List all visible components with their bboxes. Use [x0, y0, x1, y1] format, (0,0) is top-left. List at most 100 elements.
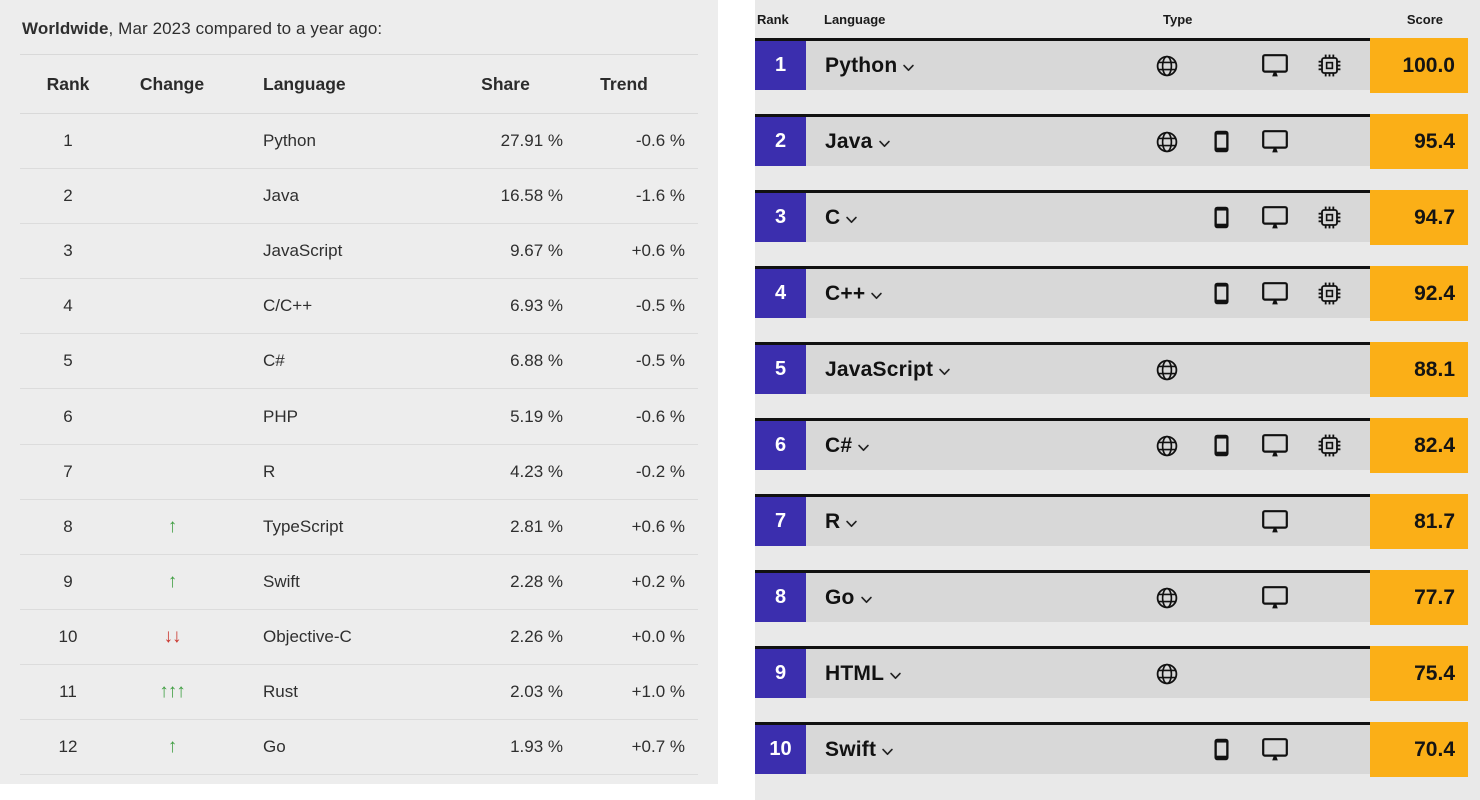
type-icons — [1140, 41, 1356, 90]
table-row: 2 Java 16.58 % -1.6 % — [20, 169, 698, 225]
empty-type-slot — [1194, 497, 1248, 546]
rank-cell: 12 — [58, 737, 78, 757]
row-body: C# — [806, 421, 1468, 470]
language-cell: Go — [263, 737, 286, 757]
ranking-row: 4 C++ 92.4 — [755, 266, 1468, 321]
web-icon — [1140, 117, 1194, 166]
table-row: 6 PHP 5.19 % -0.6 % — [20, 389, 698, 445]
language-cell: Rust — [263, 681, 298, 701]
language-expander[interactable]: Java — [825, 130, 890, 154]
share-cell: 27.91 % — [500, 131, 563, 151]
language-expander[interactable]: Python — [825, 54, 915, 78]
trend-cell: +0.7 % — [631, 737, 685, 757]
row-body: C++ — [806, 269, 1468, 318]
row-body: Go — [806, 573, 1468, 622]
empty-type-slot — [1302, 649, 1356, 698]
mobile-icon — [1194, 725, 1248, 774]
language-expander[interactable]: Go — [825, 586, 872, 610]
web-icon — [1140, 573, 1194, 622]
row-body: Python — [806, 41, 1468, 90]
language-expander[interactable]: JavaScript — [825, 358, 950, 382]
web-icon — [1140, 649, 1194, 698]
language-expander[interactable]: C++ — [825, 282, 883, 306]
share-cell: 4.23 % — [510, 461, 563, 481]
type-icons — [1140, 497, 1356, 546]
share-cell: 9.67 % — [510, 241, 563, 261]
header-rank: Rank — [46, 73, 90, 94]
language-label: R — [825, 509, 841, 533]
score-badge: 75.4 — [1370, 646, 1468, 701]
trend-cell: -0.6 % — [635, 406, 685, 426]
score-badge: 82.4 — [1370, 418, 1468, 473]
trend-cell: +0.6 % — [631, 241, 685, 261]
share-cell: 6.88 % — [510, 351, 563, 371]
share-table-header-row: Rank Change Language Share Trend — [20, 55, 698, 114]
table-row: 12 ↑ Go 1.93 % +0.7 % — [20, 720, 698, 776]
desktop-icon — [1248, 421, 1302, 470]
table-row: 1 Python 27.91 % -0.6 % — [20, 114, 698, 170]
title-caption: , Mar 2023 compared to a year ago: — [108, 19, 383, 38]
chevron-down-icon — [846, 520, 858, 528]
up-arrow-icon: ↑ — [167, 736, 177, 758]
rank-cell: 5 — [63, 351, 73, 371]
language-expander[interactable]: C# — [825, 434, 869, 458]
share-cell: 2.03 % — [510, 681, 563, 701]
language-cell: Swift — [263, 571, 300, 591]
ranking-row: 8 Go 77.7 — [755, 570, 1468, 625]
language-cell: PHP — [263, 406, 298, 426]
table-row: 10 ↓↓ Objective-C 2.26 % +0.0 % — [20, 610, 698, 665]
title-region: Worldwide — [22, 19, 109, 38]
web-icon — [1140, 421, 1194, 470]
table-row: 3 JavaScript 9.67 % +0.6 % — [20, 224, 698, 280]
type-icons — [1140, 725, 1356, 774]
desktop-icon — [1248, 725, 1302, 774]
empty-type-slot — [1140, 193, 1194, 242]
row-body: JavaScript — [806, 345, 1468, 394]
up-arrow-icon: ↑ — [167, 570, 177, 592]
score-badge: 92.4 — [1370, 266, 1468, 321]
chevron-down-icon — [860, 596, 872, 604]
language-expander[interactable]: Swift — [825, 738, 893, 762]
trend-cell: -0.5 % — [635, 351, 685, 371]
empty-type-slot — [1140, 269, 1194, 318]
row-body: Java — [806, 117, 1468, 166]
language-expander[interactable]: C — [825, 206, 858, 230]
header-change: Change — [139, 73, 205, 94]
rank-badge: 2 — [755, 117, 806, 166]
ranking-row: 2 Java 95.4 — [755, 114, 1468, 169]
change-cell: ↑↑↑ — [116, 682, 228, 702]
table-row: 11 ↑↑↑ Rust 2.03 % +1.0 % — [20, 665, 698, 721]
rank-cell: 4 — [63, 296, 73, 316]
language-cell: Java — [263, 186, 299, 206]
trend-cell: -0.2 % — [635, 461, 685, 481]
rank-cell: 7 — [63, 461, 73, 481]
empty-type-slot — [1194, 649, 1248, 698]
header-share: Share — [481, 73, 530, 94]
row-body: R — [806, 497, 1468, 546]
language-expander[interactable]: R — [825, 509, 858, 534]
header-score: Score — [1406, 12, 1443, 27]
share-table-panel: Worldwide, Mar 2023 compared to a year a… — [0, 0, 718, 784]
score-badge: 100.0 — [1370, 38, 1468, 93]
rank-cell: 1 — [63, 131, 73, 151]
type-icons — [1140, 345, 1356, 394]
mobile-icon — [1194, 269, 1248, 318]
language-cell: R — [263, 461, 276, 481]
ranking-row: 6 C# 82.4 — [755, 418, 1468, 473]
web-icon — [1140, 345, 1194, 394]
language-expander[interactable]: HTML — [825, 662, 901, 686]
rank-cell: 11 — [59, 681, 77, 701]
rank-badge: 7 — [755, 497, 806, 546]
chevron-down-icon — [890, 672, 901, 680]
ranking-row: 10 Swift 70.4 — [755, 722, 1468, 777]
row-body: C — [806, 193, 1468, 242]
empty-type-slot — [1302, 345, 1356, 394]
change-cell: ↓↓ — [116, 627, 228, 647]
trend-cell: -0.6 % — [635, 131, 685, 151]
empty-type-slot — [1194, 573, 1248, 622]
empty-type-slot — [1194, 345, 1248, 394]
language-label: C# — [825, 433, 853, 457]
chevron-down-icon — [939, 368, 950, 376]
ranking-row: 1 Python 100.0 — [755, 38, 1468, 93]
header-rank: Rank — [757, 12, 789, 27]
